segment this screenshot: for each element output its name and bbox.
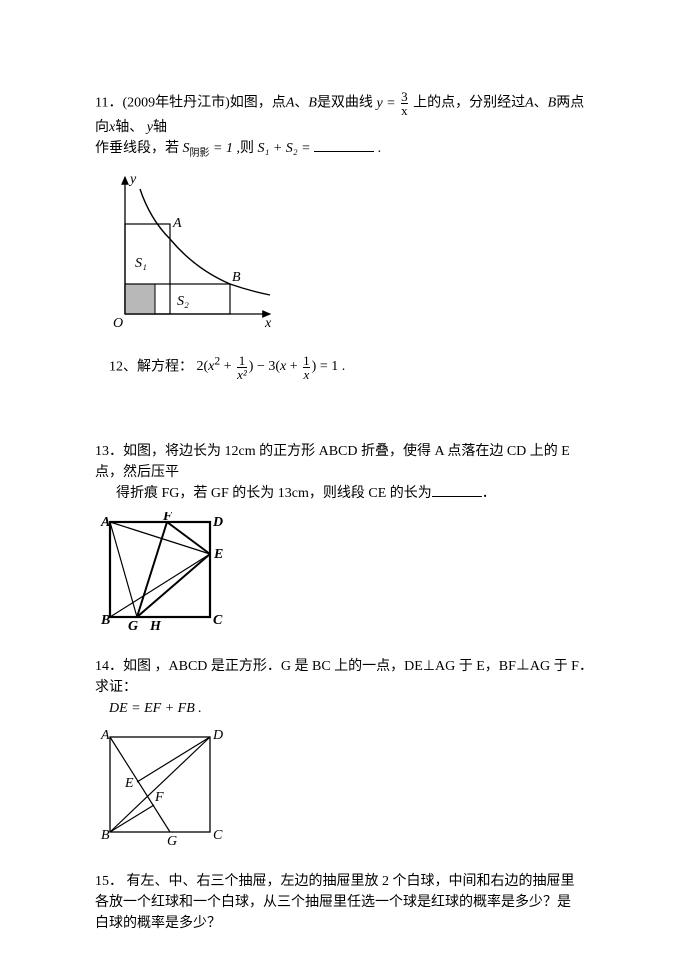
shaded-region bbox=[125, 284, 155, 314]
problem-12-text: 12、解方程： 2(x2 + 1x²) − 3(x + 1x) = 1 . bbox=[95, 353, 595, 381]
blank-11 bbox=[314, 138, 374, 152]
p13-l1: 13．如图，将边长为 12cm 的正方形 ABCD 折叠，使得 A 点落在边 C… bbox=[95, 444, 570, 480]
p14-l2: DE = EF + FB . bbox=[95, 701, 202, 716]
p11-l2c: . bbox=[374, 141, 381, 156]
f2n: 1 bbox=[303, 354, 310, 367]
figure-11-svg: y x O A B S₁ S₂ bbox=[95, 169, 285, 329]
svg-text:A: A bbox=[100, 515, 110, 530]
svg-text:E: E bbox=[213, 547, 223, 562]
p11-t7: 轴、 bbox=[115, 120, 147, 135]
label-A: A bbox=[172, 216, 182, 231]
p12e: ) = 1 . bbox=[312, 359, 346, 374]
p11-t5: 、 bbox=[534, 96, 548, 111]
svg-text:D: D bbox=[212, 515, 223, 530]
p13-l2a: 得折痕 FG，若 GF 的长为 13cm，则线段 CE 的长为 bbox=[116, 486, 432, 501]
f1d: x² bbox=[237, 367, 247, 381]
problem-14: 14．如图 ，ABCD 是正方形．G 是 BC 上的一点，DE⊥AG 于 E，B… bbox=[95, 656, 595, 847]
figure-14-svg: A D B C G E F bbox=[95, 727, 235, 847]
label-S2: S₂ bbox=[177, 294, 189, 309]
problem-15: 15． 有左、中、右三个抽屉，左边的抽屉里放 2 个白球，中间和右边的抽屉里 各… bbox=[95, 871, 595, 934]
p13-l2b: ． bbox=[482, 486, 496, 501]
svg-text:C: C bbox=[213, 828, 223, 843]
label-B: B bbox=[232, 270, 241, 285]
p11-sum: S₁ + S₂ = bbox=[257, 141, 314, 156]
p11-l2b: ,则 bbox=[233, 141, 258, 156]
svg-text:F: F bbox=[154, 790, 164, 805]
frac-den: x bbox=[401, 103, 408, 117]
svg-text:A: A bbox=[100, 728, 110, 743]
p11-t4: 上的点，分别经过 bbox=[410, 96, 526, 111]
p11-t1: 11．(2009年牡丹江市)如图，点 bbox=[95, 96, 286, 111]
svg-text:G: G bbox=[167, 834, 177, 847]
p12-frac2: 1x bbox=[303, 354, 310, 381]
figure-11: y x O A B S₁ S₂ bbox=[95, 169, 595, 329]
blank-13 bbox=[432, 483, 482, 497]
s-sym: S bbox=[183, 141, 190, 156]
problem-11: 11．(2009年牡丹江市)如图，点A、B是双曲线 y = 3x 上的点，分别经… bbox=[95, 90, 595, 329]
figure-14: A D B C G E F bbox=[95, 727, 595, 847]
f1n: 1 bbox=[237, 354, 247, 367]
svg-text:G: G bbox=[128, 619, 138, 632]
p12m: ) − 3( bbox=[249, 359, 280, 374]
label-S1: S₁ bbox=[135, 256, 147, 271]
p13-l2: 得折痕 FG，若 GF 的长为 13cm，则线段 CE 的长为 ． bbox=[95, 486, 496, 501]
problem-12: 12、解方程： 2(x2 + 1x²) − 3(x + 1x) = 1 . bbox=[95, 353, 595, 381]
frac-num: 3 bbox=[401, 90, 408, 103]
p12-frac1: 1x² bbox=[237, 354, 247, 381]
p12p: + bbox=[220, 359, 235, 374]
p11-eq-lhs: y = bbox=[376, 96, 399, 111]
p11-t2: 、 bbox=[294, 96, 308, 111]
p15-l1: 15． 有左、中、右三个抽屉，左边的抽屉里放 2 个白球，中间和右边的抽屉里 bbox=[95, 874, 575, 889]
p11-shadow: S阴影 = 1 bbox=[183, 141, 233, 156]
p12p2: + bbox=[286, 359, 301, 374]
origin-label: O bbox=[113, 316, 123, 329]
p11-l2a: 作垂线段，若 bbox=[95, 141, 183, 156]
problem-15-text: 15． 有左、中、右三个抽屉，左边的抽屉里放 2 个白球，中间和右边的抽屉里 各… bbox=[95, 871, 595, 934]
svg-text:E: E bbox=[124, 776, 134, 791]
p14-l1: 14．如图 ，ABCD 是正方形．G 是 BC 上的一点，DE⊥AG 于 E，B… bbox=[95, 659, 593, 695]
axis-y-label: y bbox=[128, 172, 137, 187]
figure-13: A D B C F E G H bbox=[95, 512, 595, 632]
p15-l2: 各放一个红球和一个白球，从三个抽屉里任选一个球是红球的概率是多少？是 bbox=[95, 895, 571, 910]
svg-text:D: D bbox=[212, 728, 223, 743]
f2d: x bbox=[303, 367, 310, 381]
s-sub: 阴影 bbox=[190, 148, 210, 159]
p11-B2: B bbox=[548, 96, 557, 111]
problem-14-text: 14．如图 ，ABCD 是正方形．G 是 BC 上的一点，DE⊥AG 于 E，B… bbox=[95, 656, 595, 719]
s-val: = 1 bbox=[210, 141, 233, 156]
svg-text:B: B bbox=[101, 828, 110, 843]
p11-A2: A bbox=[525, 96, 534, 111]
p11-t8: 轴 bbox=[153, 120, 167, 135]
p12a: 2( bbox=[197, 359, 209, 374]
figure-13-svg: A D B C F E G H bbox=[95, 512, 235, 632]
p12-eq: 2(x2 + 1x²) − 3(x + 1x) = 1 . bbox=[197, 359, 346, 374]
hyperbola-curve bbox=[140, 189, 270, 295]
svg-text:H: H bbox=[149, 619, 162, 632]
svg-text:C: C bbox=[213, 613, 223, 628]
problem-13: 13．如图，将边长为 12cm 的正方形 ABCD 折叠，使得 A 点落在边 C… bbox=[95, 441, 595, 632]
axis-x-label: x bbox=[264, 316, 272, 329]
svg-text:B: B bbox=[100, 613, 110, 628]
problem-11-text: 11．(2009年牡丹江市)如图，点A、B是双曲线 y = 3x 上的点，分别经… bbox=[95, 90, 595, 161]
p11-t3: 是双曲线 bbox=[317, 96, 377, 111]
p11-eq: y = 3x bbox=[376, 96, 409, 111]
problem-13-text: 13．如图，将边长为 12cm 的正方形 ABCD 折叠，使得 A 点落在边 C… bbox=[95, 441, 595, 504]
p11-frac: 3x bbox=[401, 90, 408, 117]
p15-l3: 白球的概率是多少？ bbox=[95, 916, 221, 931]
p11-B: B bbox=[308, 96, 317, 111]
svg-text:F: F bbox=[162, 512, 173, 524]
p12-label: 12、解方程： bbox=[109, 359, 193, 374]
